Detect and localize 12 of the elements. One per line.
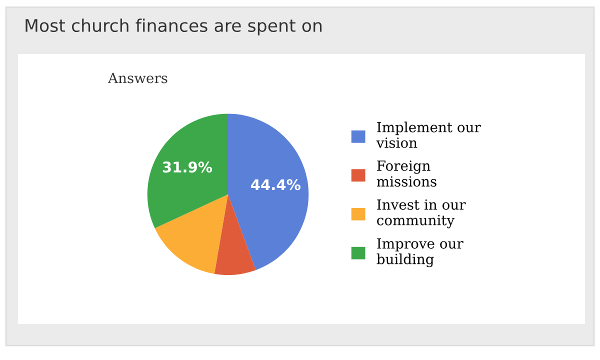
legend-label: Foreign missions <box>376 160 436 187</box>
legend-label: Improve our building <box>376 238 464 268</box>
pie-slice <box>147 114 228 228</box>
legend-label: Implement our vision <box>376 122 481 148</box>
pie-slice <box>154 194 228 274</box>
chart-subtitle: Answers <box>108 72 168 84</box>
chart-title: Most church finances are spent on <box>26 18 322 36</box>
legend-label: Invest in our community <box>377 199 466 228</box>
pie-slice <box>214 194 256 276</box>
pie-slice <box>228 114 309 270</box>
data-label: 31.9% <box>162 162 212 173</box>
data-label: 44.4% <box>250 179 300 190</box>
